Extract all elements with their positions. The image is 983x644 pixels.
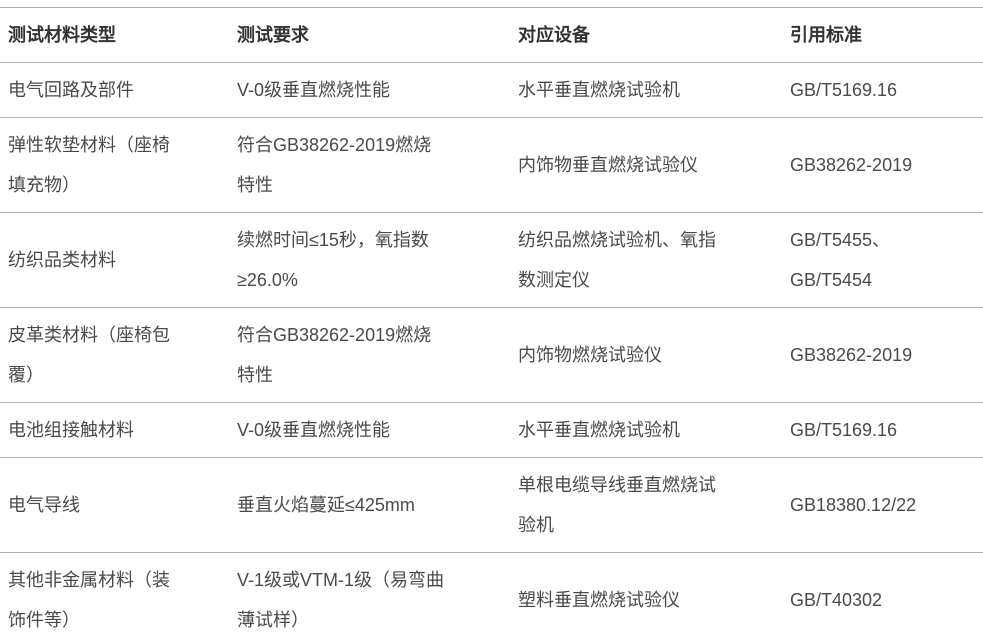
column-header-material-type: 测试材料类型 [0, 7, 229, 63]
column-header-test-requirement: 测试要求 [229, 7, 510, 63]
cell-equipment: 内饰物垂直燃烧试验仪 [510, 117, 782, 213]
cell-equipment: 塑料垂直燃烧试验仪 [510, 552, 782, 644]
table-row: 电池组接触材料 V-0级垂直燃烧性能 水平垂直燃烧试验机 GB/T5169.16 [0, 402, 983, 458]
cell-standard: GB18380.12/22 [782, 457, 983, 553]
cell-test-requirement: 续燃时间≤15秒，氧指数 ≥26.0% [229, 212, 510, 308]
table-row: 其他非金属材料（装 饰件等） V-1级或VTM-1级（易弯曲 薄试样） 塑料垂直… [0, 552, 983, 644]
cell-material-type: 弹性软垫材料（座椅 填充物） [0, 117, 229, 213]
cell-equipment: 水平垂直燃烧试验机 [510, 62, 782, 118]
cell-equipment: 内饰物燃烧试验仪 [510, 307, 782, 403]
cell-material-type: 电气导线 [0, 457, 229, 553]
table-header-row: 测试材料类型 测试要求 对应设备 引用标准 [0, 7, 983, 63]
cell-material-type: 其他非金属材料（装 饰件等） [0, 552, 229, 644]
column-header-standard: 引用标准 [782, 7, 983, 63]
cell-equipment: 水平垂直燃烧试验机 [510, 402, 782, 458]
table-row: 弹性软垫材料（座椅 填充物） 符合GB38262-2019燃烧 特性 内饰物垂直… [0, 117, 983, 213]
cell-test-requirement: V-0级垂直燃烧性能 [229, 402, 510, 458]
cell-equipment: 单根电缆导线垂直燃烧试 验机 [510, 457, 782, 553]
cell-test-requirement: 垂直火焰蔓延≤425mm [229, 457, 510, 553]
cell-material-type: 电池组接触材料 [0, 402, 229, 458]
cell-test-requirement: 符合GB38262-2019燃烧 特性 [229, 307, 510, 403]
material-test-spec-table: 测试材料类型 测试要求 对应设备 引用标准 电气回路及部件 V-0级垂直燃烧性能… [0, 7, 983, 644]
cell-standard: GB/T5455、 GB/T5454 [782, 212, 983, 308]
cell-test-requirement: V-1级或VTM-1级（易弯曲 薄试样） [229, 552, 510, 644]
table-row: 电气导线 垂直火焰蔓延≤425mm 单根电缆导线垂直燃烧试 验机 GB18380… [0, 457, 983, 553]
cell-standard: GB/T40302 [782, 552, 983, 644]
cell-material-type: 电气回路及部件 [0, 62, 229, 118]
cell-standard: GB38262-2019 [782, 307, 983, 403]
cell-standard: GB38262-2019 [782, 117, 983, 213]
cell-material-type: 皮革类材料（座椅包 覆） [0, 307, 229, 403]
cell-equipment: 纺织品燃烧试验机、氧指 数测定仪 [510, 212, 782, 308]
column-header-equipment: 对应设备 [510, 7, 782, 63]
cell-test-requirement: 符合GB38262-2019燃烧 特性 [229, 117, 510, 213]
table-row: 电气回路及部件 V-0级垂直燃烧性能 水平垂直燃烧试验机 GB/T5169.16 [0, 62, 983, 118]
cell-standard: GB/T5169.16 [782, 402, 983, 458]
cell-material-type: 纺织品类材料 [0, 212, 229, 308]
cell-standard: GB/T5169.16 [782, 62, 983, 118]
table-row: 皮革类材料（座椅包 覆） 符合GB38262-2019燃烧 特性 内饰物燃烧试验… [0, 307, 983, 403]
table-row: 纺织品类材料 续燃时间≤15秒，氧指数 ≥26.0% 纺织品燃烧试验机、氧指 数… [0, 212, 983, 308]
cell-test-requirement: V-0级垂直燃烧性能 [229, 62, 510, 118]
